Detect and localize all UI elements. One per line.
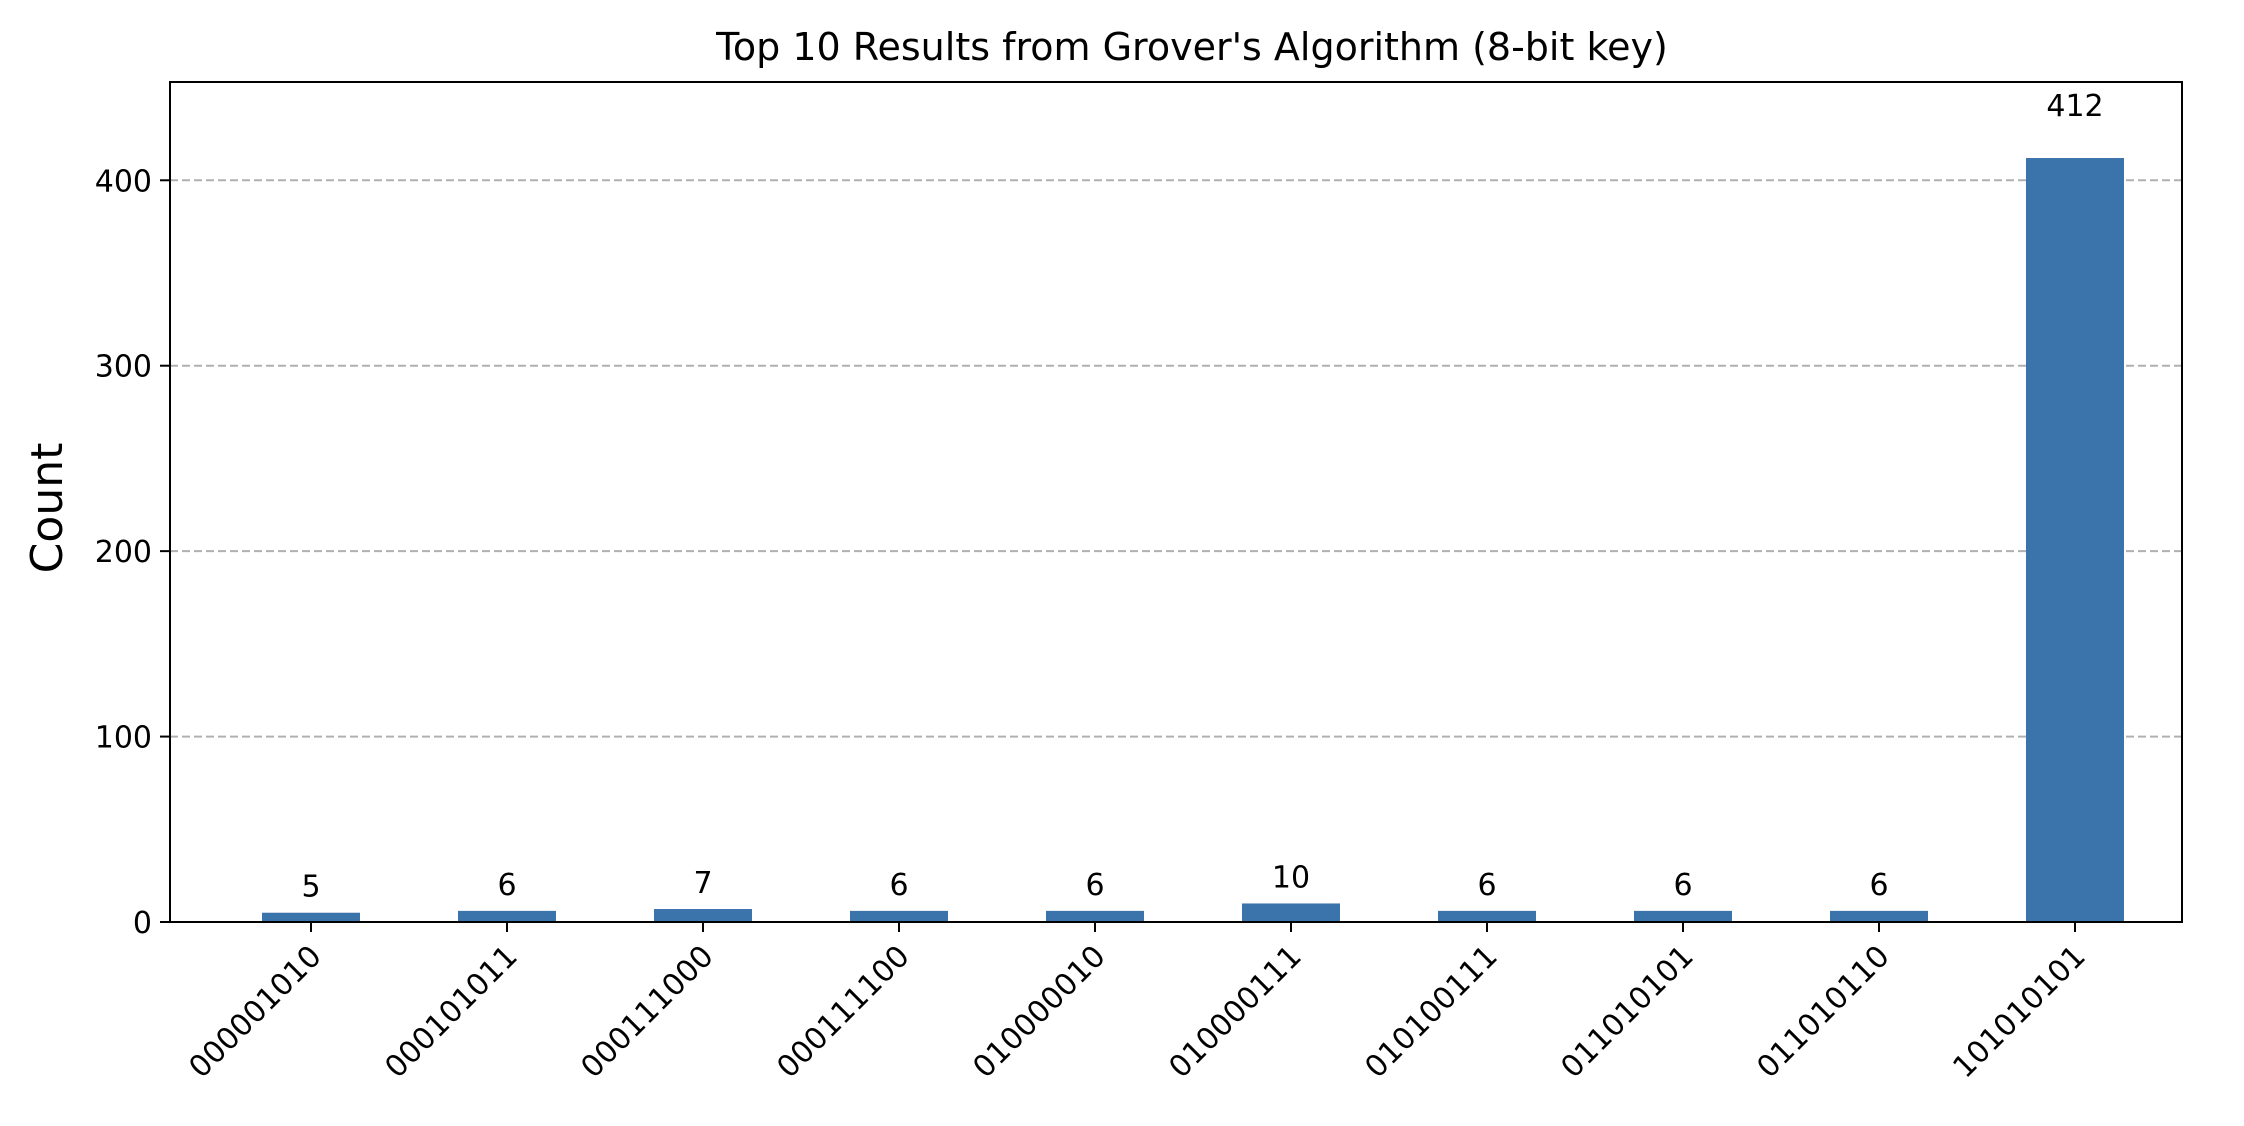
- data-label: 6: [497, 868, 516, 903]
- x-tick-label: 011010110: [1750, 939, 1896, 1085]
- bar-000101011: [458, 910, 556, 922]
- y-axis-label: Count: [22, 443, 73, 574]
- data-label: 412: [2046, 89, 2103, 124]
- y-tick-label: 300: [95, 350, 152, 385]
- data-label: 6: [889, 868, 908, 903]
- bar-011010101: [1634, 910, 1732, 922]
- x-tick-label: 000001010: [182, 939, 328, 1085]
- bar-000001010: [262, 912, 360, 922]
- x-axis-ticks: 000001010 000101011 000111000 000111100 0100…: [182, 922, 2093, 1085]
- bars: [262, 158, 2124, 922]
- grid-lines: [170, 179, 2182, 738]
- bar-000111100: [850, 910, 948, 922]
- bar-010100111: [1438, 910, 1536, 922]
- data-label: 5: [301, 870, 320, 905]
- chart-title: Top 10 Results from Grover's Algorithm (…: [715, 25, 1668, 69]
- data-labels: 5 6 7 6 6 10 6 6 6 412: [301, 89, 2103, 905]
- y-tick-label: 100: [95, 721, 152, 756]
- x-tick-label: 101010101: [1946, 939, 2092, 1085]
- plot-frame: [169, 81, 2183, 923]
- bar-010000010: [1046, 910, 1144, 922]
- bar-010000111: [1242, 903, 1340, 922]
- data-label: 6: [1477, 868, 1496, 903]
- x-tick-label: 010000111: [1162, 939, 1308, 1085]
- x-tick-label: 011010101: [1554, 939, 1700, 1085]
- data-label: 6: [1673, 868, 1692, 903]
- data-label: 10: [1272, 860, 1310, 895]
- data-label: 7: [693, 866, 712, 901]
- x-tick-label: 000111100: [770, 939, 916, 1085]
- y-axis-ticks: 0 100 200 300 400: [95, 164, 170, 941]
- y-tick-label: 0: [133, 906, 152, 941]
- bar-000111000: [654, 909, 752, 922]
- data-label: 6: [1085, 868, 1104, 903]
- bar-101010101: [2026, 158, 2124, 922]
- y-tick-label: 200: [95, 535, 152, 570]
- x-tick-label: 010000010: [966, 939, 1112, 1085]
- x-tick-label: 010100111: [1358, 939, 1504, 1085]
- bar-011010110: [1830, 910, 1928, 922]
- y-tick-label: 400: [95, 164, 152, 199]
- x-tick-label: 000111000: [574, 939, 720, 1085]
- data-label: 6: [1869, 868, 1888, 903]
- x-tick-label: 000101011: [378, 939, 524, 1085]
